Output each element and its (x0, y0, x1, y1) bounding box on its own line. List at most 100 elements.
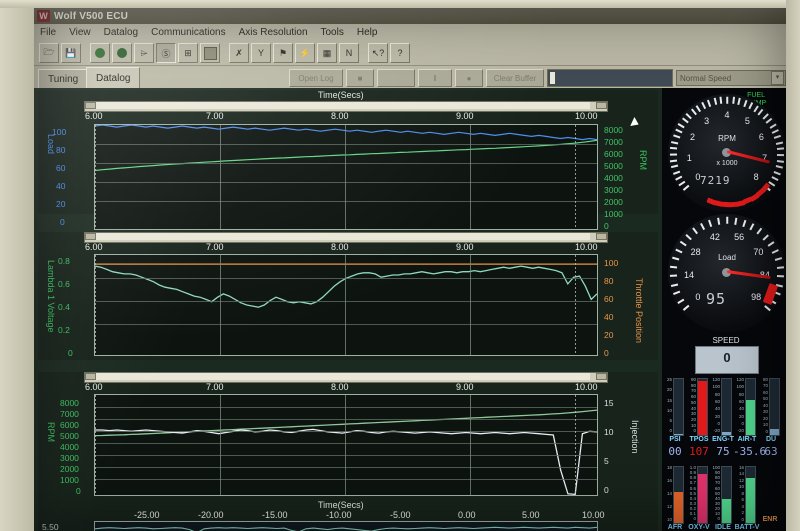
bar-fill (770, 429, 779, 435)
bar-ticks: 25 20 15 10 5 0 (666, 377, 672, 434)
bar-fill (722, 432, 731, 435)
chart2-right-axis-name: Throttle Position (634, 278, 644, 344)
n-button-icon[interactable]: N (339, 43, 359, 63)
chevron-down-icon: ▾ (771, 71, 784, 85)
help-question-icon[interactable]: ? (390, 43, 410, 63)
menu-item-tools[interactable]: Tools (320, 27, 344, 38)
wolf-logo-icon: W (37, 10, 50, 22)
load-label: Load (718, 253, 736, 262)
y-axis-icon[interactable]: Υ (251, 43, 271, 63)
bar-label-du: DU (765, 436, 777, 443)
bar-value-psi: 00 (668, 445, 682, 458)
menu-item-view[interactable]: View (69, 27, 91, 38)
bar-fill (746, 478, 755, 523)
log-filename-input[interactable] (547, 69, 673, 87)
spacer-button[interactable] (377, 69, 415, 87)
bar-ticks: 90 80 70 60 50 40 30 20 10 0 (690, 377, 696, 434)
bar-label-afr: AFR (667, 524, 683, 531)
bar-fill (674, 433, 683, 435)
chart1-scroll-right[interactable] (596, 102, 607, 109)
chart-stack: Time(Secs) 6.00 7.00 8.00 9.00 10.00 Loa… (34, 88, 662, 531)
save-file-icon[interactable]: 💾 (61, 43, 81, 63)
bar-track-psi (673, 378, 684, 436)
chart3-plot[interactable] (94, 394, 598, 496)
menu-item-datalog[interactable]: Datalog (103, 27, 139, 38)
menu-item-file[interactable]: File (40, 27, 57, 38)
pause-button[interactable]: ‖ (418, 69, 452, 87)
chart1-hscrollbar[interactable] (84, 101, 608, 112)
open-file-icon[interactable]: 🗁 (39, 43, 59, 63)
application-window: W Wolf V500 ECU File View Datalog Commun… (34, 8, 786, 531)
bar-value-eng-t: 75 (716, 445, 730, 458)
chart3-scroll-right[interactable] (596, 373, 607, 380)
overview-plot[interactable] (94, 521, 598, 531)
chart1-series-svg (94, 124, 598, 172)
monitor-bezel-right (786, 0, 800, 531)
yx-axis-icon[interactable]: ⌲ (134, 43, 154, 63)
bar-value-air-t: -35.6 (733, 445, 767, 458)
bar-label-tpos: TPOS (689, 436, 709, 443)
menu-item-communications[interactable]: Communications (151, 27, 226, 38)
gauge-number: 14 (684, 269, 695, 280)
clear-buffer-button[interactable]: Clear Buffer (486, 69, 544, 87)
chart3-left-axis-name: RPM (46, 422, 56, 442)
chart1-scroll-left[interactable] (85, 102, 96, 109)
gauge-number: 2 (690, 131, 696, 142)
gauge-number: 42 (709, 231, 720, 242)
record-dot-2-icon[interactable] (112, 43, 132, 63)
chart2-scroll-right[interactable] (596, 233, 607, 240)
gauge-number: 7 (762, 152, 768, 163)
bar-label-air-t: AIR-T (737, 436, 757, 443)
help-pointer-icon[interactable]: ↖? (368, 43, 388, 63)
window-title: Wolf V500 ECU (54, 10, 129, 22)
chart2-hscrollbar[interactable] (84, 232, 608, 243)
tach-multiplier-label: x 1000 (716, 160, 738, 167)
gauge-number: 28 (690, 246, 701, 257)
chart3-scroll-left[interactable] (85, 373, 96, 380)
bar-label-batt-v: BATT-V (734, 524, 760, 531)
x-axis-icon[interactable]: ✗ (229, 43, 249, 63)
bar-label-psi: PSI (669, 436, 681, 443)
speed-mode-value: Normal Speed (680, 73, 732, 83)
flag-icon[interactable]: ⚑ (273, 43, 293, 63)
chart1-left-axis-name: Load (46, 134, 56, 155)
open-log-button[interactable]: Open Log (289, 69, 343, 87)
gauge-number: 8 (753, 172, 759, 183)
chart1-plot[interactable] (94, 124, 598, 230)
circle-s-icon[interactable]: Ⓢ (156, 43, 176, 63)
gauge-number: 3 (704, 115, 710, 126)
chart2-plot[interactable] (94, 254, 598, 356)
record-dot-icon[interactable] (90, 43, 110, 63)
datalog-controls: Open Log ■ ‖ ● Clear Buffer Normal Speed… (289, 68, 786, 88)
toolbar: 🗁 💾 ⌲ Ⓢ ⊞ ✗ Υ ⚑ ⚡ ▦ N ↖? ? (34, 41, 786, 66)
load-needle-hub (722, 268, 731, 277)
menu-item-axis-resolution[interactable]: Axis Resolution (238, 27, 308, 38)
title-bar: W Wolf V500 ECU (34, 8, 786, 24)
fill-block-icon[interactable] (200, 43, 220, 63)
tab-datalog[interactable]: Datalog (86, 67, 141, 89)
chart2-scroll-left[interactable] (85, 233, 96, 240)
gauge-tick (670, 159, 678, 162)
bar-label-idle: IDLE (715, 524, 731, 531)
gauge-tick (776, 153, 784, 156)
speed-label: SPEED (712, 336, 740, 345)
record-button[interactable]: ● (455, 69, 483, 87)
tab-tuning[interactable]: Tuning (38, 69, 89, 89)
lambda-throttle-chart: 6.00 7.00 8.00 9.00 10.00 Lambda 1 Volta… (38, 232, 658, 360)
bar-track-idle (721, 466, 732, 524)
tach-digital-readout: 7219 (700, 174, 731, 187)
stop-button[interactable]: ■ (346, 69, 374, 87)
speed-mode-select[interactable]: Normal Speed ▾ (676, 70, 786, 86)
rpm-injection-chart: 6.00 7.00 8.00 9.00 10.00 RPM 0 1000 200… (38, 372, 658, 500)
load-digital-readout: 95 (706, 290, 727, 308)
grid-fit-icon[interactable]: ⊞ (178, 43, 198, 63)
bar-track-batt-v (745, 466, 756, 524)
menu-item-help[interactable]: Help (356, 27, 378, 38)
table-icon[interactable]: ▦ (317, 43, 337, 63)
gauge-number: 0 (695, 292, 701, 303)
chart3-hscrollbar[interactable] (84, 372, 608, 383)
overview-series-svg (94, 526, 598, 531)
lightning-icon[interactable]: ⚡ (295, 43, 315, 63)
bar-track-eng-t (721, 378, 732, 436)
